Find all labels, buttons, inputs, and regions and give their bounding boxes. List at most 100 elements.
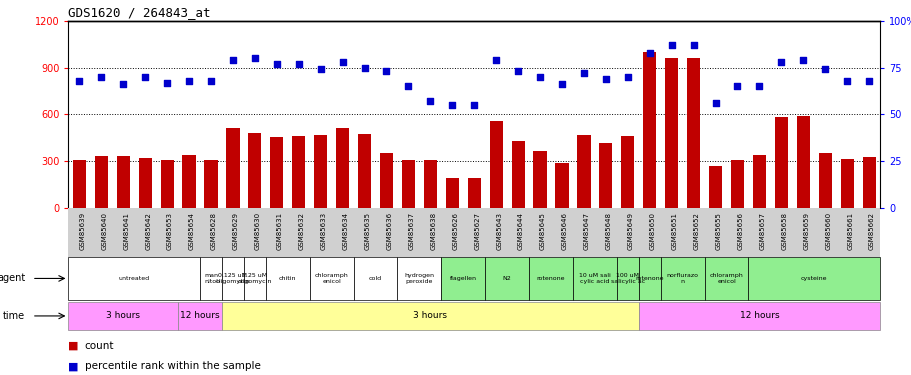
Text: cysteine: cysteine (800, 276, 826, 281)
Text: rotenone: rotenone (537, 276, 565, 281)
Text: GSM85635: GSM85635 (364, 212, 370, 250)
Point (641, 50, 656, 55)
Point (159, 80, 174, 86)
Point (181, 78, 196, 84)
Bar (353, 257, 397, 300)
Text: 12 hours: 12 hours (739, 311, 778, 320)
Bar (226, 128, 240, 208)
Bar (660, 257, 704, 300)
Text: 100 uM
salicylic ac: 100 uM salicylic ac (610, 273, 644, 284)
Bar (313, 135, 327, 208)
Bar (748, 257, 879, 300)
Text: untreated: untreated (118, 276, 149, 281)
Text: cold: cold (369, 276, 382, 281)
Point (488, 57, 503, 63)
Text: 1.25 uM
oligomycin: 1.25 uM oligomycin (238, 273, 271, 284)
Bar (485, 257, 528, 300)
Bar (818, 153, 831, 208)
Bar (599, 142, 612, 208)
Text: GSM85649: GSM85649 (627, 212, 633, 250)
Bar (424, 160, 436, 208)
Text: GSM85654: GSM85654 (189, 212, 195, 250)
Text: GSM85652: GSM85652 (693, 212, 699, 250)
Text: count: count (85, 340, 114, 351)
Point (554, 81, 568, 87)
Text: GSM85626: GSM85626 (452, 212, 458, 250)
Point (116, 81, 130, 87)
Bar (708, 166, 722, 208)
Bar (310, 257, 353, 300)
Point (270, 61, 284, 67)
Text: chloramph
enicol: chloramph enicol (314, 273, 348, 284)
Text: GSM85634: GSM85634 (343, 212, 348, 250)
Bar (638, 302, 879, 330)
Bar (380, 153, 393, 208)
Bar (642, 52, 656, 208)
Point (708, 100, 722, 106)
Point (752, 83, 766, 89)
Point (466, 102, 481, 108)
Point (445, 102, 459, 108)
Text: N2: N2 (502, 276, 511, 281)
Point (730, 83, 744, 89)
Text: man
nitol: man nitol (204, 273, 218, 284)
Bar (441, 257, 485, 300)
Text: ■: ■ (68, 340, 79, 351)
Point (817, 66, 832, 72)
Text: GSM85653: GSM85653 (167, 212, 173, 250)
Point (357, 64, 372, 70)
Text: GSM85659: GSM85659 (803, 212, 808, 250)
Text: GDS1620 / 264843_at: GDS1620 / 264843_at (68, 6, 210, 20)
Text: GSM85637: GSM85637 (408, 212, 414, 250)
Text: GSM85657: GSM85657 (759, 212, 764, 250)
Bar (572, 257, 616, 300)
Bar (397, 257, 441, 300)
Text: GSM85630: GSM85630 (254, 212, 261, 250)
Bar (402, 160, 415, 208)
Point (138, 74, 152, 80)
Text: GSM85640: GSM85640 (101, 212, 107, 250)
Bar (467, 178, 480, 208)
Text: GSM85648: GSM85648 (605, 212, 611, 250)
Bar (138, 158, 151, 208)
Point (686, 42, 701, 48)
Bar (221, 257, 243, 300)
Text: GSM85633: GSM85633 (321, 212, 326, 250)
Point (292, 61, 306, 67)
Bar (68, 257, 200, 300)
Text: GSM85662: GSM85662 (868, 212, 875, 250)
Bar (243, 257, 265, 300)
Text: chloramph
enicol: chloramph enicol (709, 273, 742, 284)
Text: GSM85645: GSM85645 (539, 212, 546, 250)
Bar (73, 160, 86, 208)
Bar (704, 257, 748, 300)
Bar (265, 257, 310, 300)
Text: GSM85639: GSM85639 (79, 212, 86, 250)
Bar (774, 117, 787, 208)
Text: GSM85651: GSM85651 (670, 212, 677, 250)
Point (379, 68, 394, 74)
Text: GSM85655: GSM85655 (715, 212, 721, 250)
Text: GSM85646: GSM85646 (561, 212, 568, 250)
Bar (528, 257, 572, 300)
Bar (796, 116, 809, 208)
Text: agent: agent (0, 273, 26, 284)
Text: rotenone: rotenone (635, 276, 663, 281)
Point (576, 70, 590, 76)
Point (510, 68, 525, 74)
Bar (840, 159, 853, 208)
Point (225, 57, 240, 63)
Text: GSM85629: GSM85629 (232, 212, 239, 250)
Text: GSM85661: GSM85661 (846, 212, 852, 250)
Bar (445, 178, 458, 208)
Text: GSM85627: GSM85627 (474, 212, 480, 250)
Point (423, 98, 437, 104)
Text: time: time (3, 311, 26, 321)
Text: 3 hours: 3 hours (413, 311, 447, 320)
Text: GSM85628: GSM85628 (210, 212, 217, 250)
Bar (117, 156, 129, 208)
Text: GSM85656: GSM85656 (737, 212, 742, 250)
Bar (686, 58, 700, 208)
Text: GSM85650: GSM85650 (649, 212, 655, 250)
Point (663, 42, 678, 48)
